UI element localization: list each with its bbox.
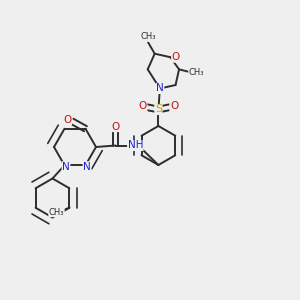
Text: CH₃: CH₃ bbox=[189, 68, 204, 77]
Text: N: N bbox=[62, 162, 70, 172]
Text: N: N bbox=[156, 83, 164, 94]
Text: O: O bbox=[172, 52, 180, 62]
Text: N: N bbox=[83, 162, 91, 172]
Text: O: O bbox=[63, 115, 72, 125]
Text: NH: NH bbox=[128, 140, 143, 151]
Text: CH₃: CH₃ bbox=[49, 208, 64, 217]
Text: O: O bbox=[111, 122, 120, 132]
Text: S: S bbox=[155, 104, 162, 115]
Text: CH₃: CH₃ bbox=[140, 32, 156, 41]
Text: O: O bbox=[139, 101, 147, 112]
Text: O: O bbox=[170, 101, 178, 112]
